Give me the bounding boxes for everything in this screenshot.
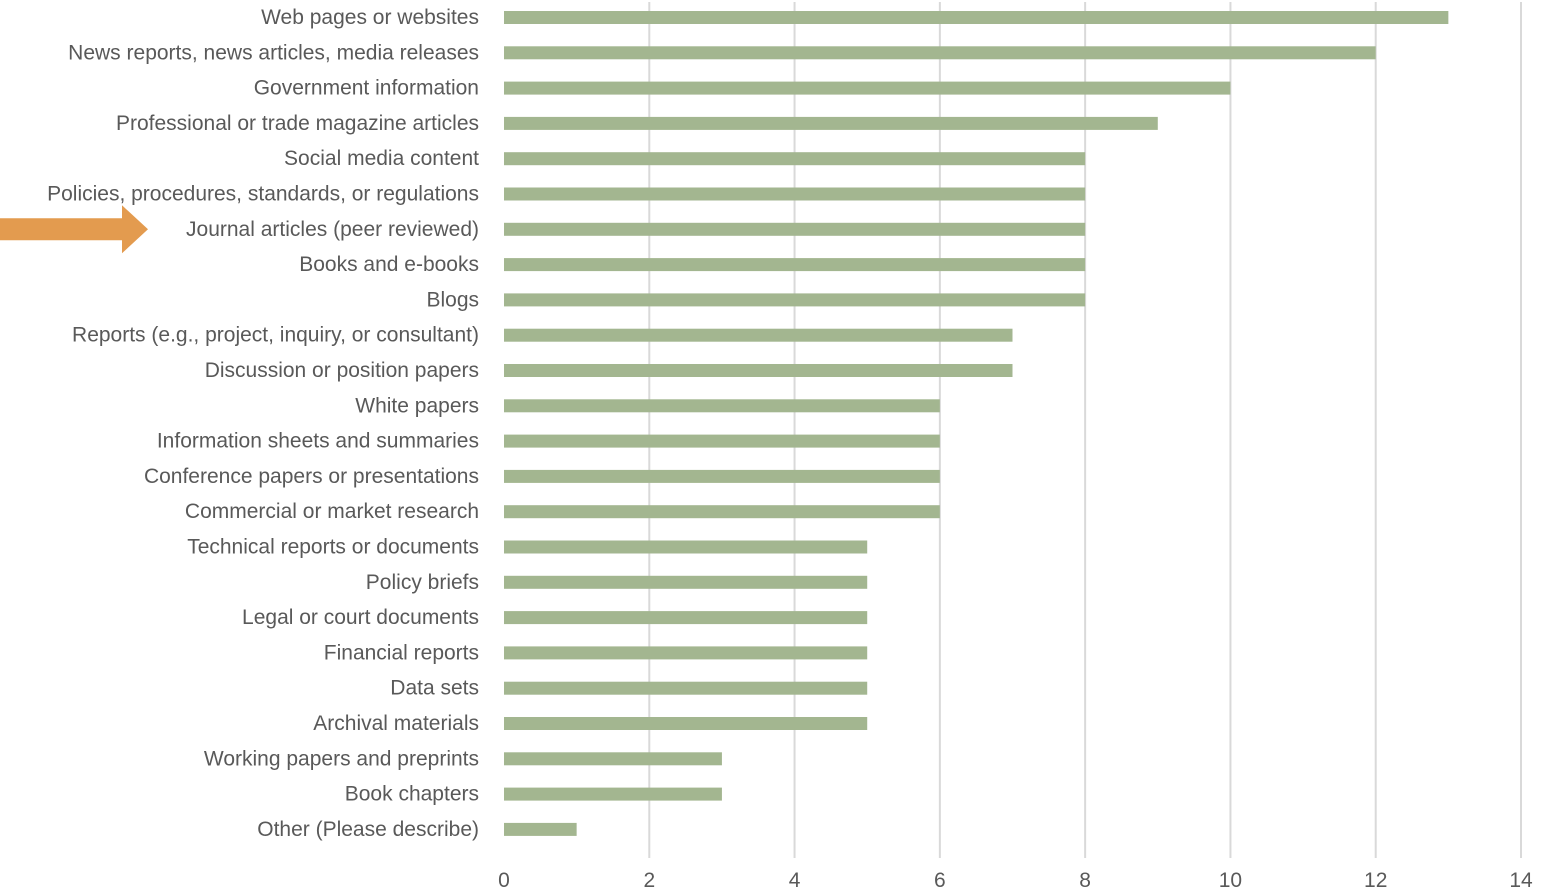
category-label: Policy briefs (366, 571, 479, 594)
bar (504, 575, 868, 589)
bar (504, 258, 1086, 272)
bar (504, 81, 1231, 95)
bars (504, 11, 1449, 836)
x-tick-label: 0 (498, 869, 510, 891)
bar (504, 46, 1376, 60)
bar (504, 11, 1449, 24)
category-labels: Web pages or websites News reports, news … (47, 6, 479, 841)
category-label: Reports (e.g., project, inquiry, or cons… (72, 324, 479, 347)
bar (504, 611, 868, 625)
bar (504, 364, 1013, 377)
category-label: Commercial or market research (185, 500, 479, 523)
bar (504, 328, 1013, 342)
bar (504, 222, 1086, 236)
bar (504, 399, 940, 413)
category-label: Legal or court documents (242, 606, 479, 629)
bar (504, 116, 1158, 130)
x-tick-label: 2 (643, 869, 655, 891)
bar (504, 469, 940, 483)
bar (504, 717, 868, 730)
bar (504, 187, 1086, 201)
bar (504, 540, 868, 554)
category-label: Book chapters (345, 783, 479, 806)
category-label: News reports, news articles, media relea… (68, 41, 479, 64)
category-label: Other (Please describe) (257, 818, 479, 841)
category-label: Archival materials (313, 712, 479, 735)
bar (504, 152, 1086, 166)
category-label: Government information (254, 77, 479, 100)
x-tick-label: 6 (934, 869, 946, 891)
bar (504, 434, 940, 448)
category-label: Information sheets and summaries (157, 430, 479, 453)
bar (504, 752, 722, 766)
x-axis-tick-labels: 0 2 4 6 8 10 12 14 (498, 869, 1533, 891)
x-tick-label: 8 (1079, 869, 1091, 891)
bar (504, 787, 722, 801)
category-label: Professional or trade magazine articles (116, 112, 479, 135)
bar (504, 681, 868, 695)
category-label: Journal articles (peer reviewed) (186, 218, 479, 241)
bar (504, 822, 577, 836)
category-label: Financial reports (324, 641, 479, 664)
bar (504, 505, 940, 519)
category-label: Social media content (284, 147, 479, 170)
x-tick-label: 14 (1509, 869, 1533, 891)
category-label: Blogs (426, 288, 479, 311)
category-label: Technical reports or documents (187, 536, 479, 559)
arrow-icon (0, 205, 148, 254)
x-tick-label: 12 (1364, 869, 1387, 891)
category-label: Data sets (390, 677, 479, 700)
category-label: Discussion or position papers (205, 359, 479, 382)
category-label: White papers (355, 394, 479, 417)
bar (504, 293, 1086, 307)
category-label: Policies, procedures, standards, or regu… (47, 183, 479, 206)
category-label: Books and e-books (299, 253, 479, 276)
bar (504, 646, 868, 660)
category-label: Web pages or websites (261, 6, 479, 29)
category-label: Conference papers or presentations (144, 465, 479, 488)
x-tick-label: 4 (789, 869, 801, 891)
category-label: Working papers and preprints (204, 747, 479, 770)
highlight-marker (0, 205, 148, 254)
gridlines (648, 2, 1522, 858)
x-tick-label: 10 (1219, 869, 1242, 891)
